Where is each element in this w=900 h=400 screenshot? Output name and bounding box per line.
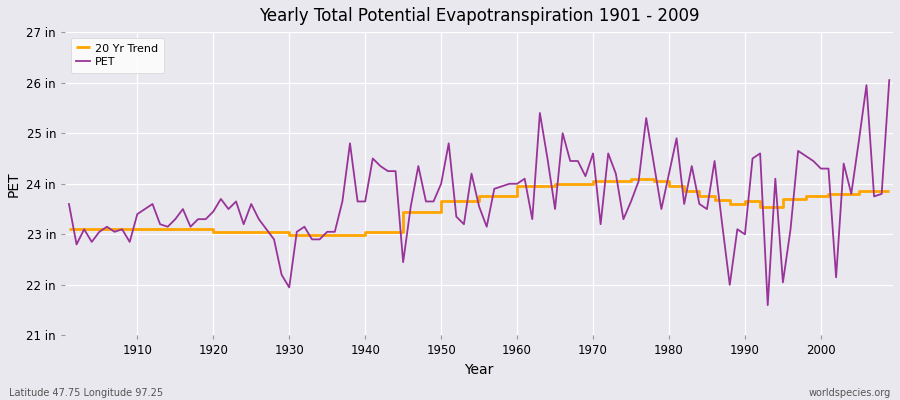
20 Yr Trend (800, 196, 811, 201)
20 Yr Trend (512, 184, 523, 189)
PET (603, 151, 614, 156)
Text: worldspecies.org: worldspecies.org (809, 388, 891, 398)
20 Yr Trend (824, 194, 834, 199)
20 Yr Trend (132, 227, 143, 232)
20 Yr Trend (473, 199, 484, 204)
PET (337, 199, 347, 204)
20 Yr Trend (284, 230, 294, 234)
PET (64, 202, 75, 206)
Text: Latitude 47.75 Longitude 97.25: Latitude 47.75 Longitude 97.25 (9, 388, 163, 398)
20 Yr Trend (724, 202, 735, 206)
20 Yr Trend (740, 199, 751, 204)
20 Yr Trend (853, 189, 864, 194)
20 Yr Trend (800, 194, 811, 199)
20 Yr Trend (663, 184, 674, 189)
20 Yr Trend (398, 230, 409, 234)
PET (124, 240, 135, 244)
20 Yr Trend (588, 179, 598, 184)
Line: 20 Yr Trend: 20 Yr Trend (69, 179, 889, 235)
20 Yr Trend (436, 209, 446, 214)
20 Yr Trend (64, 227, 75, 232)
20 Yr Trend (884, 189, 895, 194)
PET (512, 181, 523, 186)
20 Yr Trend (208, 230, 219, 234)
20 Yr Trend (853, 192, 864, 196)
20 Yr Trend (132, 227, 143, 232)
PET (292, 230, 302, 234)
20 Yr Trend (360, 233, 371, 238)
20 Yr Trend (398, 209, 409, 214)
X-axis label: Year: Year (464, 363, 494, 377)
Line: PET: PET (69, 80, 889, 305)
Title: Yearly Total Potential Evapotranspiration 1901 - 2009: Yearly Total Potential Evapotranspiratio… (259, 7, 699, 25)
20 Yr Trend (436, 199, 446, 204)
20 Yr Trend (755, 199, 766, 204)
PET (884, 78, 895, 82)
20 Yr Trend (512, 194, 523, 199)
20 Yr Trend (679, 184, 689, 189)
20 Yr Trend (648, 176, 659, 181)
20 Yr Trend (709, 194, 720, 199)
20 Yr Trend (473, 194, 484, 199)
20 Yr Trend (694, 194, 705, 199)
20 Yr Trend (626, 176, 636, 181)
20 Yr Trend (284, 233, 294, 238)
20 Yr Trend (626, 179, 636, 184)
20 Yr Trend (208, 227, 219, 232)
20 Yr Trend (755, 204, 766, 209)
PET (762, 303, 773, 308)
20 Yr Trend (694, 189, 705, 194)
20 Yr Trend (740, 202, 751, 206)
20 Yr Trend (588, 181, 598, 186)
20 Yr Trend (360, 230, 371, 234)
20 Yr Trend (663, 179, 674, 184)
PET (504, 181, 515, 186)
Legend: 20 Yr Trend, PET: 20 Yr Trend, PET (71, 38, 164, 73)
20 Yr Trend (679, 189, 689, 194)
20 Yr Trend (709, 198, 720, 202)
20 Yr Trend (778, 204, 788, 209)
20 Yr Trend (724, 198, 735, 202)
Y-axis label: PET: PET (7, 171, 21, 196)
20 Yr Trend (648, 179, 659, 184)
20 Yr Trend (824, 192, 834, 196)
20 Yr Trend (550, 184, 561, 189)
20 Yr Trend (550, 181, 561, 186)
20 Yr Trend (778, 196, 788, 201)
